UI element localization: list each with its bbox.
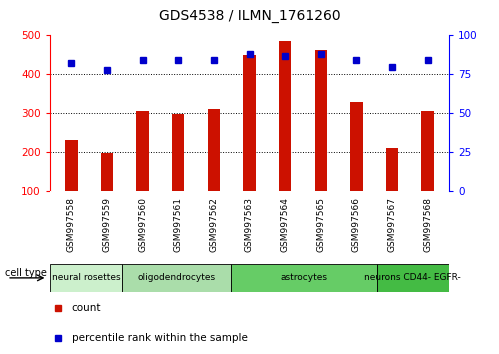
Bar <box>122 264 232 292</box>
Text: GSM997563: GSM997563 <box>245 197 254 252</box>
Bar <box>50 264 122 292</box>
Bar <box>350 102 363 191</box>
Text: GSM997566: GSM997566 <box>352 197 361 252</box>
Bar <box>244 55 256 191</box>
Text: cell type: cell type <box>5 268 47 278</box>
Text: GSM997560: GSM997560 <box>138 197 147 252</box>
Bar <box>377 264 449 292</box>
Bar <box>172 114 185 191</box>
Bar <box>422 111 434 191</box>
Text: neural rosettes: neural rosettes <box>52 273 120 282</box>
Bar <box>279 41 291 191</box>
Bar <box>386 148 398 191</box>
Bar <box>101 153 113 191</box>
Text: oligodendrocytes: oligodendrocytes <box>138 273 216 282</box>
Bar <box>65 140 77 191</box>
Bar <box>136 111 149 191</box>
Text: GSM997568: GSM997568 <box>423 197 432 252</box>
Bar <box>232 264 377 292</box>
Text: GSM997565: GSM997565 <box>316 197 325 252</box>
Text: GSM997562: GSM997562 <box>210 197 219 252</box>
Text: neurons CD44- EGFR-: neurons CD44- EGFR- <box>364 273 461 282</box>
Text: GDS4538 / ILMN_1761260: GDS4538 / ILMN_1761260 <box>159 9 340 23</box>
Text: GSM997567: GSM997567 <box>388 197 397 252</box>
Text: GSM997558: GSM997558 <box>67 197 76 252</box>
Text: astrocytes: astrocytes <box>280 273 327 282</box>
Text: GSM997564: GSM997564 <box>280 197 289 252</box>
Text: GSM997559: GSM997559 <box>102 197 111 252</box>
Text: GSM997561: GSM997561 <box>174 197 183 252</box>
Bar <box>208 109 220 191</box>
Text: percentile rank within the sample: percentile rank within the sample <box>72 333 248 343</box>
Bar <box>314 50 327 191</box>
Text: count: count <box>72 303 101 313</box>
